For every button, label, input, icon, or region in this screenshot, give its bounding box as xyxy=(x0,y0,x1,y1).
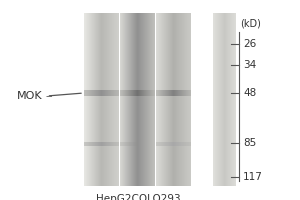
Text: 85: 85 xyxy=(243,138,256,148)
FancyBboxPatch shape xyxy=(190,14,213,186)
Text: HepG2COLO293: HepG2COLO293 xyxy=(96,194,180,200)
Text: --: -- xyxy=(45,91,52,101)
Text: 26: 26 xyxy=(243,39,256,49)
Text: 117: 117 xyxy=(243,172,263,182)
Text: 48: 48 xyxy=(243,88,256,98)
Text: (kD): (kD) xyxy=(240,19,261,29)
FancyBboxPatch shape xyxy=(118,14,120,186)
FancyBboxPatch shape xyxy=(154,14,156,186)
Text: 34: 34 xyxy=(243,60,256,70)
Text: MOK: MOK xyxy=(16,91,42,101)
